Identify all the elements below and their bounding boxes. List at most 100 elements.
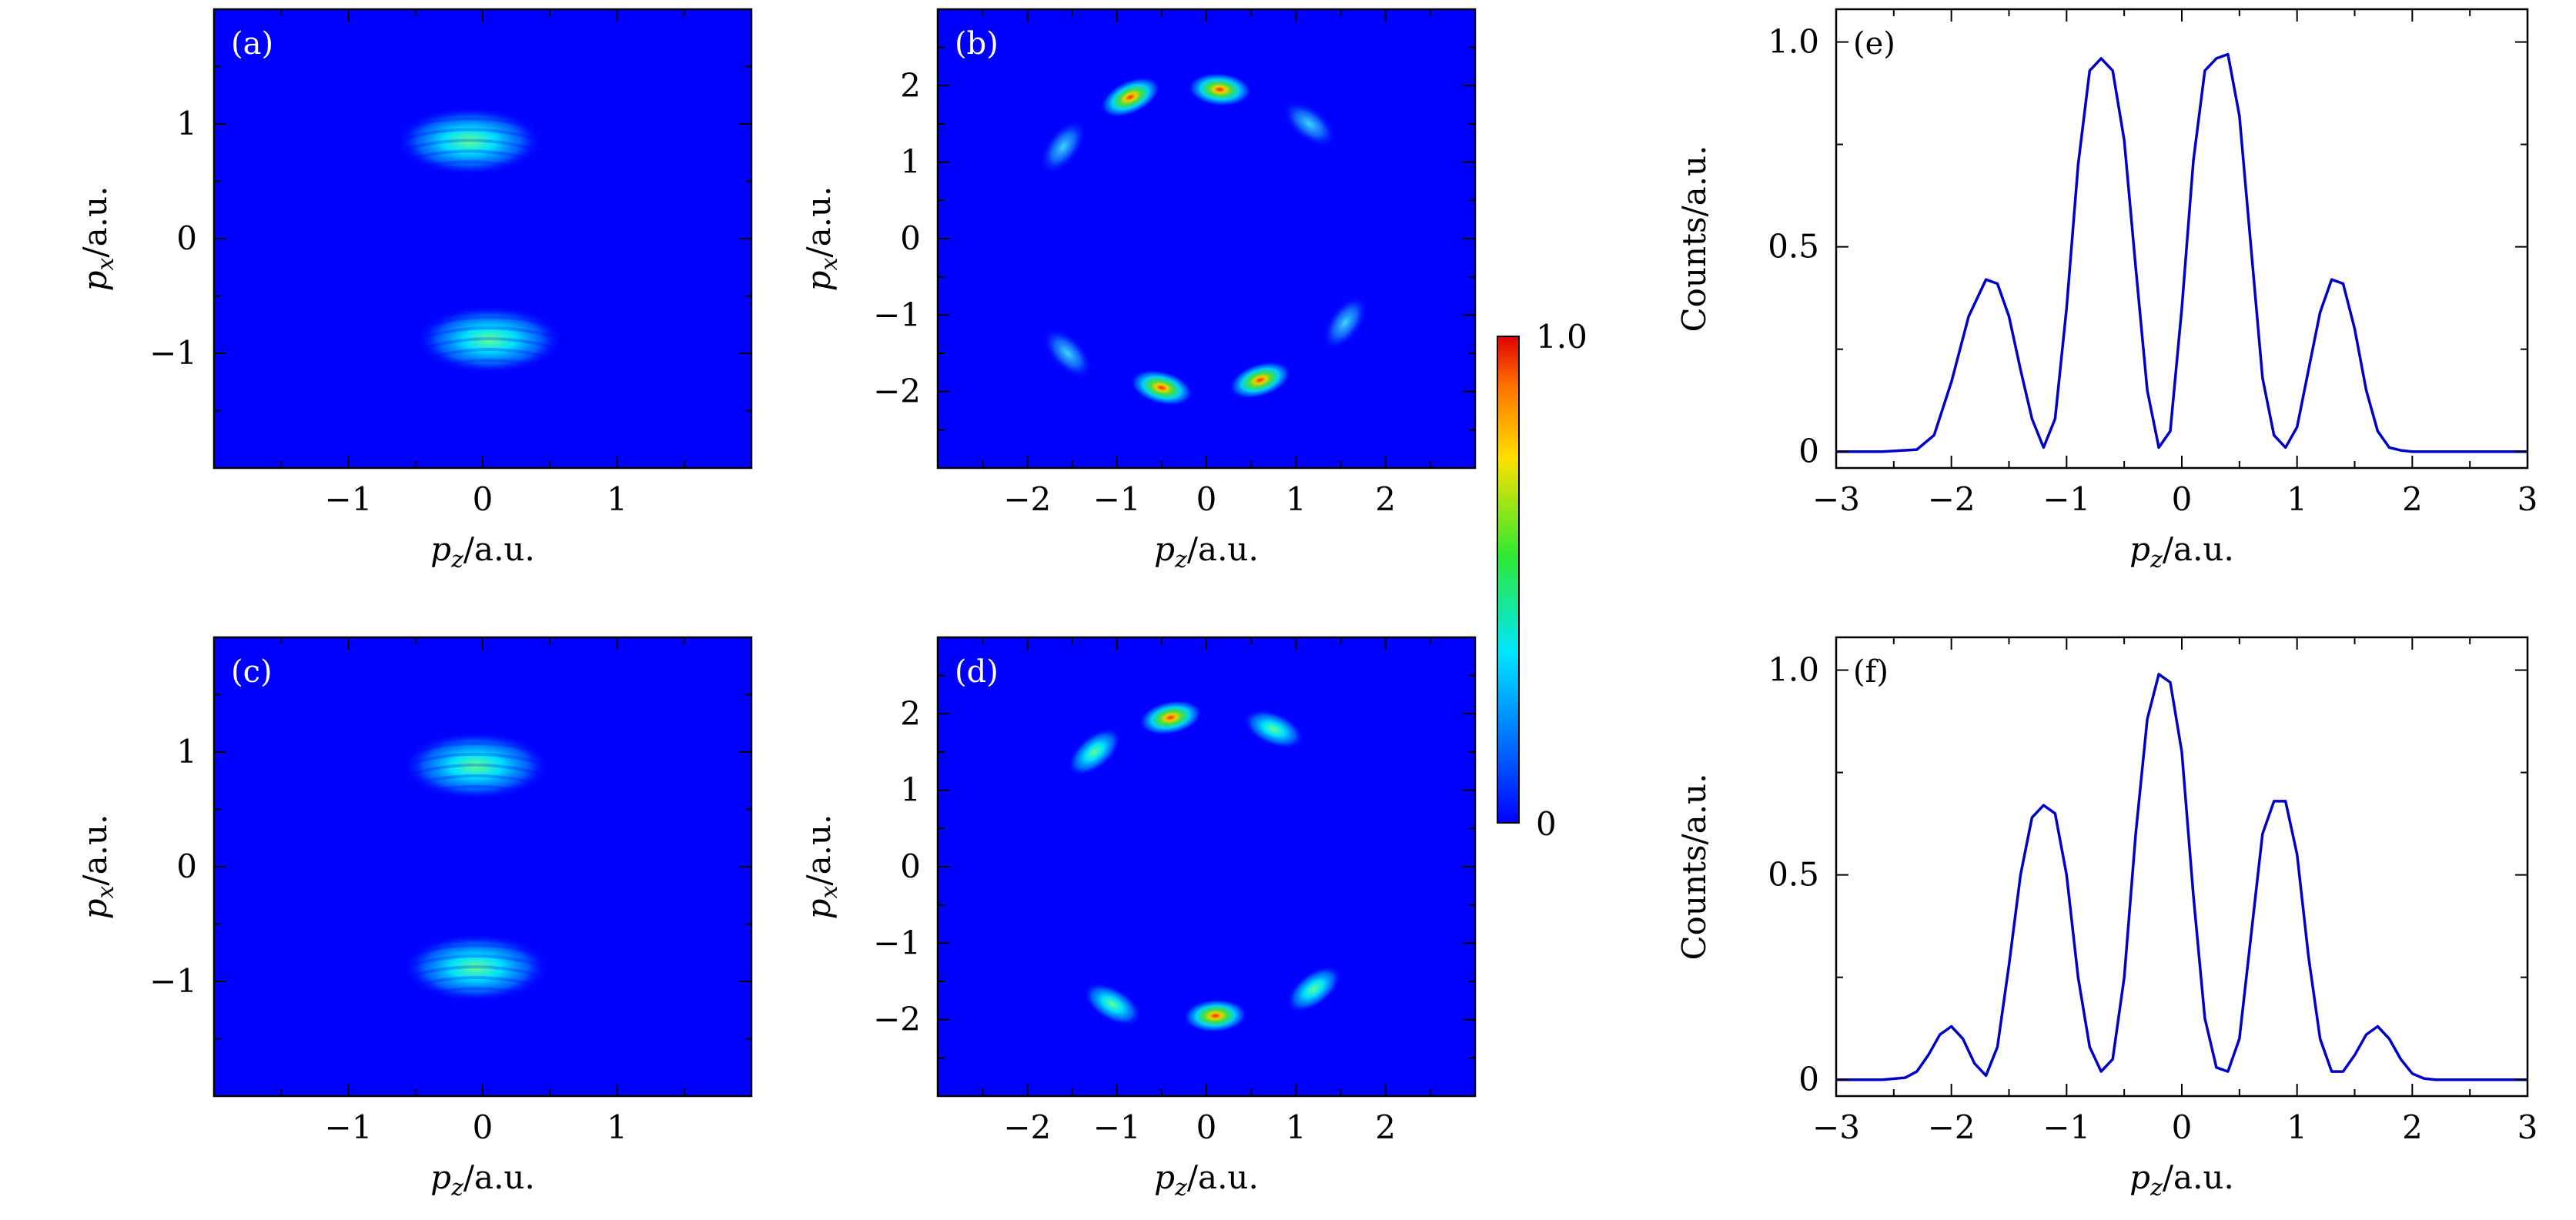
heatmap-lobe [1243, 709, 1304, 750]
plot-background [1836, 637, 2527, 1096]
panel-label: (a) [231, 26, 273, 62]
y-tick-label: 1.0 [1768, 23, 1819, 61]
heatmap-lobe [402, 731, 550, 801]
heatmap-fringe [426, 337, 553, 349]
x-tick-label: 1 [607, 1108, 627, 1146]
x-tick-label: 0 [473, 1108, 493, 1146]
x-tick-label: 1 [1286, 1108, 1306, 1146]
heatmap-fringe [413, 933, 540, 945]
x-tick-label: 2 [2402, 1108, 2423, 1146]
heatmap-lobes [395, 106, 564, 382]
panel-c: −1 0 1 −1 0 1 pz/a.u. px/a.u. (c) [76, 636, 753, 1202]
x-tick-label: −2 [1003, 1108, 1051, 1146]
heatmap-background [214, 637, 751, 1096]
heatmap-lobe [1129, 369, 1193, 406]
x-tick-label: 2 [1375, 1108, 1396, 1146]
heatmap-lobe [1139, 700, 1203, 736]
y-axis-title: Counts/a.u. [1675, 774, 1713, 961]
x-tick-label: 0 [2172, 1108, 2193, 1146]
heatmap-lobe [1039, 119, 1087, 175]
x-tick-label: 2 [1375, 480, 1396, 518]
heatmap-fringe [426, 326, 553, 339]
x-tick-label: 1 [1286, 480, 1306, 518]
x-tick-label: 0 [473, 480, 493, 518]
heatmap-lobes [1039, 72, 1369, 406]
heatmap-fringe [406, 160, 533, 172]
y-tick-label: −1 [873, 924, 921, 961]
y-axis-title: px/a.u. [800, 186, 843, 292]
heatmap-fringe [406, 128, 533, 140]
series-line [1836, 52, 2527, 453]
heatmap-lobe [1229, 361, 1292, 399]
x-axis-title: pz/a.u. [430, 1158, 535, 1202]
y-tick-label: −1 [873, 296, 921, 333]
heatmap-fringe [413, 795, 540, 807]
x-axis-title: pz/a.u. [1154, 530, 1259, 573]
heatmap-lobe [1083, 982, 1142, 1027]
panel-d: −2 −1 0 1 2 −2 −1 0 1 2 pz/a.u. px/a.u. (d) [800, 636, 1477, 1202]
x-tick-label: 1 [2287, 1108, 2307, 1146]
heatmap-lobe [1322, 294, 1369, 351]
y-tick-label: 0.5 [1768, 856, 1819, 894]
x-tick-label: 1 [607, 480, 627, 518]
heatmap-lobe [1099, 76, 1161, 118]
heatmap-fringe [406, 106, 533, 119]
panel-a: −1 0 1 −1 0 1 pz/a.u. px/a.u. (a) [76, 8, 753, 573]
panel-label: (d) [955, 654, 999, 690]
heatmap-lobe [415, 305, 564, 374]
heatmap-lobe [1042, 327, 1093, 379]
y-tick-label: −1 [149, 334, 197, 372]
x-tick-label: −3 [1812, 480, 1860, 518]
colorbar: 1.0 0 [1497, 318, 1587, 843]
x-tick-label: −1 [2042, 1108, 2090, 1146]
heatmap-fringe [426, 316, 553, 328]
heatmap-lobe [402, 933, 550, 1002]
heatmap-lobe [1187, 72, 1253, 107]
colorbar-min-label: 0 [1536, 805, 1557, 843]
x-tick-label: −1 [1093, 1108, 1141, 1146]
heatmap-fringe [426, 359, 553, 371]
panel-b: −2 −1 0 1 2 −2 −1 0 1 2 pz/a.u. px/a.u. (b) [800, 8, 1477, 573]
panel-label: (c) [231, 654, 273, 690]
x-tick-label: −1 [325, 1108, 373, 1146]
heatmap-fringe [413, 976, 540, 988]
heatmap-fringe [413, 741, 540, 754]
heatmap-fringe [406, 171, 533, 183]
heatmap-fringe [413, 965, 540, 978]
x-tick-label: 3 [2517, 480, 2538, 518]
heatmap-fringe [426, 369, 553, 382]
x-tick-label: 3 [2517, 1108, 2538, 1146]
y-tick-label: 1.0 [1768, 651, 1819, 689]
heatmap-fringe [426, 305, 553, 317]
y-tick-label: 0 [900, 847, 921, 885]
heatmap-fringe [413, 987, 540, 999]
heatmap-lobe [1286, 965, 1342, 1013]
colorbar-scale [1497, 336, 1520, 824]
x-tick-label: −1 [325, 480, 373, 518]
panel-label: (f) [1853, 654, 1889, 690]
x-tick-label: −2 [1003, 480, 1051, 518]
panel-label: (e) [1853, 26, 1895, 62]
panel-label: (b) [955, 26, 999, 62]
heatmap-fringe [406, 117, 533, 129]
heatmap-fringe [413, 954, 540, 967]
x-axis-title: pz/a.u. [1154, 1158, 1259, 1202]
y-tick-label: 1 [900, 771, 921, 809]
colorbar-max-label: 1.0 [1536, 318, 1587, 356]
heatmap-fringe [406, 149, 533, 162]
heatmap-lobes [402, 730, 550, 1010]
x-axis-title: pz/a.u. [2129, 1158, 2234, 1202]
heatmap-fringe [406, 139, 533, 151]
y-tick-label: 0 [1798, 433, 1819, 470]
heatmap-fringe [413, 784, 540, 797]
x-tick-label: 0 [2172, 480, 2193, 518]
y-tick-label: 0 [176, 219, 197, 257]
heatmap-fringe [413, 730, 540, 743]
heatmap-lobe [1281, 100, 1337, 148]
heatmap-background [214, 9, 751, 468]
y-tick-label: 2 [900, 66, 921, 104]
x-tick-label: −1 [2042, 480, 2090, 518]
y-axis-title: px/a.u. [800, 814, 843, 920]
heatmap-lobe [1067, 727, 1122, 777]
